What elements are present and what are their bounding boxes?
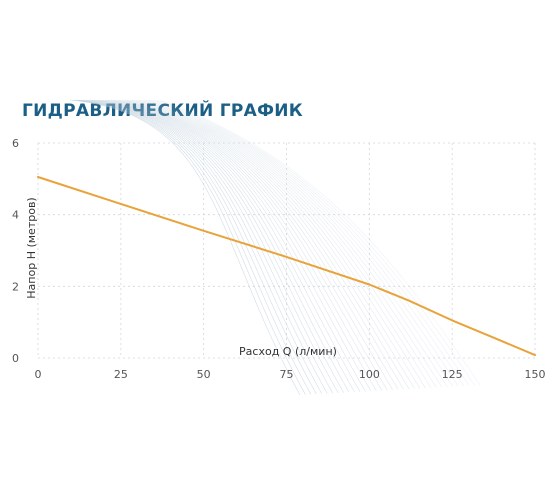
- swoosh-curve: [116, 99, 393, 391]
- swoosh-curve: [94, 99, 350, 393]
- swoosh-curve: [91, 99, 344, 393]
- swoosh-curve: [127, 99, 415, 389]
- x-tick-label: 0: [35, 368, 42, 381]
- swoosh-curve: [146, 99, 453, 387]
- swoosh-curve: [113, 99, 388, 391]
- swoosh-curve: [99, 99, 361, 392]
- swoosh-curve: [129, 99, 421, 389]
- y-tick-label: 2: [12, 280, 19, 293]
- series-group: [37, 176, 536, 357]
- swoosh-curve: [132, 99, 426, 389]
- swoosh-curve: [138, 99, 437, 388]
- y-axis-label: Напор Н (метров): [25, 197, 38, 298]
- x-tick-label: 100: [359, 368, 380, 381]
- y-tick-label: 4: [12, 209, 19, 222]
- swoosh-curve: [119, 99, 399, 390]
- swoosh-curve: [108, 99, 377, 391]
- swoosh-curve: [110, 99, 383, 391]
- swoosh-curve: [140, 99, 443, 388]
- swoosh-curve: [89, 99, 339, 394]
- swoosh-curve: [121, 99, 404, 390]
- swoosh-curve: [151, 99, 464, 387]
- swoosh-curve: [97, 99, 355, 393]
- swoosh-curve: [86, 99, 333, 394]
- swoosh-curve: [69, 99, 301, 396]
- swoosh-curve: [105, 99, 372, 392]
- swoosh-curve: [159, 99, 481, 386]
- x-tick-label: 25: [114, 368, 128, 381]
- swoosh-curve: [75, 99, 312, 395]
- x-tick-labels: 0 25 50 75 100 125 150: [35, 368, 546, 381]
- swoosh-curve: [72, 99, 306, 395]
- swoosh-curve: [157, 99, 475, 386]
- x-axis-label: Расход Q (л/мин): [239, 345, 337, 358]
- y-tick-label: 0: [12, 352, 19, 365]
- swoosh-curve: [83, 99, 328, 394]
- chart-title: ГИДРАВЛИЧЕСКИЙ ГРАФИК: [22, 101, 303, 121]
- swoosh-curve: [143, 99, 448, 387]
- x-tick-label: 125: [442, 368, 463, 381]
- swoosh-curve: [80, 99, 323, 394]
- x-tick-label: 50: [197, 368, 211, 381]
- swoosh-curve: [135, 99, 432, 388]
- swoosh-curve: [102, 99, 366, 392]
- y-tick-labels: 0 2 4 6: [12, 137, 19, 365]
- y-tick-label: 6: [12, 137, 19, 150]
- decorative-swoosh: [69, 99, 481, 396]
- swoosh-curve: [124, 99, 410, 390]
- x-tick-label: 150: [525, 368, 546, 381]
- x-tick-label: 75: [280, 368, 294, 381]
- chart-grid: [37, 142, 536, 359]
- swoosh-curve: [78, 99, 317, 395]
- swoosh-curve: [154, 99, 470, 386]
- series-line: [37, 176, 536, 357]
- swoosh-curve: [148, 99, 459, 387]
